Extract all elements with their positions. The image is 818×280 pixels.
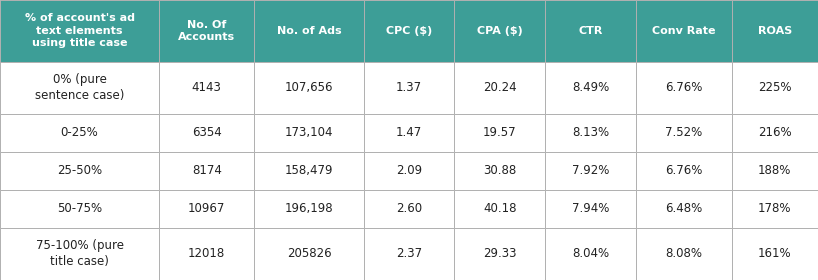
Bar <box>636 190 731 228</box>
Text: 1.37: 1.37 <box>396 81 422 94</box>
Text: 8.08%: 8.08% <box>665 248 703 260</box>
Text: ROAS: ROAS <box>757 26 792 36</box>
Bar <box>546 114 636 152</box>
Bar <box>636 114 731 152</box>
Text: 8.13%: 8.13% <box>573 126 609 139</box>
Text: 107,656: 107,656 <box>285 81 333 94</box>
Text: No. of Ads: No. of Ads <box>276 26 341 36</box>
Text: 19.57: 19.57 <box>483 126 517 139</box>
Text: 173,104: 173,104 <box>285 126 333 139</box>
Bar <box>731 190 818 228</box>
Bar <box>0 228 159 280</box>
Text: 6354: 6354 <box>192 126 222 139</box>
Text: 6.48%: 6.48% <box>665 202 703 215</box>
Bar <box>731 62 818 114</box>
Text: 161%: 161% <box>758 248 792 260</box>
Text: 196,198: 196,198 <box>285 202 333 215</box>
Bar <box>254 228 363 280</box>
Bar <box>363 114 455 152</box>
Bar <box>254 114 363 152</box>
Text: Conv Rate: Conv Rate <box>652 26 716 36</box>
Bar <box>546 152 636 190</box>
Bar <box>254 62 363 114</box>
Text: 2.37: 2.37 <box>396 248 422 260</box>
Text: 20.24: 20.24 <box>483 81 517 94</box>
Bar <box>455 114 546 152</box>
Bar <box>546 62 636 114</box>
Text: 0% (pure
sentence case): 0% (pure sentence case) <box>35 73 124 102</box>
Bar <box>254 0 363 62</box>
Text: 178%: 178% <box>758 202 792 215</box>
Text: 6.76%: 6.76% <box>665 164 703 177</box>
Bar <box>455 228 546 280</box>
Text: 75-100% (pure
title case): 75-100% (pure title case) <box>35 239 124 269</box>
Bar <box>636 152 731 190</box>
Bar <box>0 190 159 228</box>
Bar <box>546 228 636 280</box>
Bar <box>363 152 455 190</box>
Text: 7.92%: 7.92% <box>572 164 609 177</box>
Bar <box>159 114 254 152</box>
Text: No. Of
Accounts: No. Of Accounts <box>178 20 236 42</box>
Bar <box>0 0 159 62</box>
Bar <box>159 228 254 280</box>
Bar <box>731 228 818 280</box>
Text: 216%: 216% <box>758 126 792 139</box>
Bar <box>455 190 546 228</box>
Text: CTR: CTR <box>578 26 603 36</box>
Text: 225%: 225% <box>758 81 792 94</box>
Text: 4143: 4143 <box>192 81 222 94</box>
Text: 10967: 10967 <box>188 202 226 215</box>
Text: CPC ($): CPC ($) <box>386 26 432 36</box>
Text: 50-75%: 50-75% <box>57 202 102 215</box>
Text: 2.09: 2.09 <box>396 164 422 177</box>
Text: 2.60: 2.60 <box>396 202 422 215</box>
Bar <box>731 114 818 152</box>
Text: 1.47: 1.47 <box>396 126 422 139</box>
Text: CPA ($): CPA ($) <box>477 26 523 36</box>
Text: 12018: 12018 <box>188 248 226 260</box>
Bar <box>254 152 363 190</box>
Text: 205826: 205826 <box>287 248 331 260</box>
Bar <box>0 62 159 114</box>
Bar <box>546 0 636 62</box>
Text: % of account's ad
text elements
using title case: % of account's ad text elements using ti… <box>25 13 134 48</box>
Bar <box>731 152 818 190</box>
Bar <box>363 228 455 280</box>
Text: 29.33: 29.33 <box>483 248 517 260</box>
Bar <box>159 62 254 114</box>
Text: 25-50%: 25-50% <box>57 164 102 177</box>
Text: 40.18: 40.18 <box>483 202 517 215</box>
Text: 8.49%: 8.49% <box>572 81 609 94</box>
Text: 6.76%: 6.76% <box>665 81 703 94</box>
Bar <box>363 62 455 114</box>
Bar <box>159 0 254 62</box>
Bar <box>363 0 455 62</box>
Text: 0-25%: 0-25% <box>61 126 98 139</box>
Bar <box>731 0 818 62</box>
Text: 30.88: 30.88 <box>483 164 516 177</box>
Bar <box>546 190 636 228</box>
Bar <box>455 152 546 190</box>
Bar <box>455 62 546 114</box>
Bar <box>0 152 159 190</box>
Bar <box>636 0 731 62</box>
Text: 7.94%: 7.94% <box>572 202 609 215</box>
Bar <box>0 114 159 152</box>
Bar <box>159 152 254 190</box>
Text: 7.52%: 7.52% <box>665 126 703 139</box>
Text: 8.04%: 8.04% <box>573 248 609 260</box>
Bar <box>254 190 363 228</box>
Bar <box>636 62 731 114</box>
Bar <box>159 190 254 228</box>
Bar <box>363 190 455 228</box>
Text: 158,479: 158,479 <box>285 164 333 177</box>
Bar <box>636 228 731 280</box>
Bar <box>455 0 546 62</box>
Text: 188%: 188% <box>758 164 792 177</box>
Text: 8174: 8174 <box>192 164 222 177</box>
